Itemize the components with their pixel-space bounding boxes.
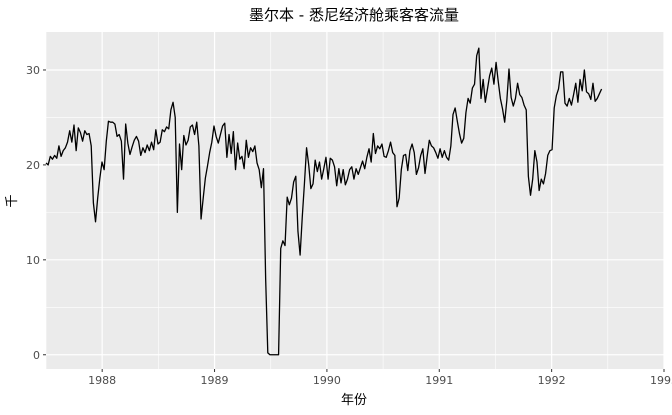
series-line [45,47,603,356]
x-tick-label: 1992 [538,374,566,387]
major-gridlines [46,32,665,369]
x-tick-label: 1993 [650,374,672,387]
x-tick-label: 1991 [425,374,453,387]
x-axis: 1988 1989 1990 1991 1992 1993 [88,369,672,387]
y-tick-label: 30 [26,64,40,77]
y-tick-label: 0 [33,349,40,362]
x-tick-label: 1988 [88,374,116,387]
chart-title: 墨尔本 - 悉尼经济舱乘客客流量 [249,6,459,24]
x-axis-title: 年份 [341,393,367,408]
y-tick-label: 20 [26,159,40,172]
y-axis: 0 10 20 30 [26,64,46,362]
y-axis-title: 千 [5,194,20,207]
plot-panel [46,32,664,369]
series-layer [45,47,603,356]
minor-gridlines [45,32,664,369]
x-tick-label: 1990 [313,374,341,387]
y-tick-label: 10 [26,254,40,267]
x-tick-label: 1989 [201,374,229,387]
